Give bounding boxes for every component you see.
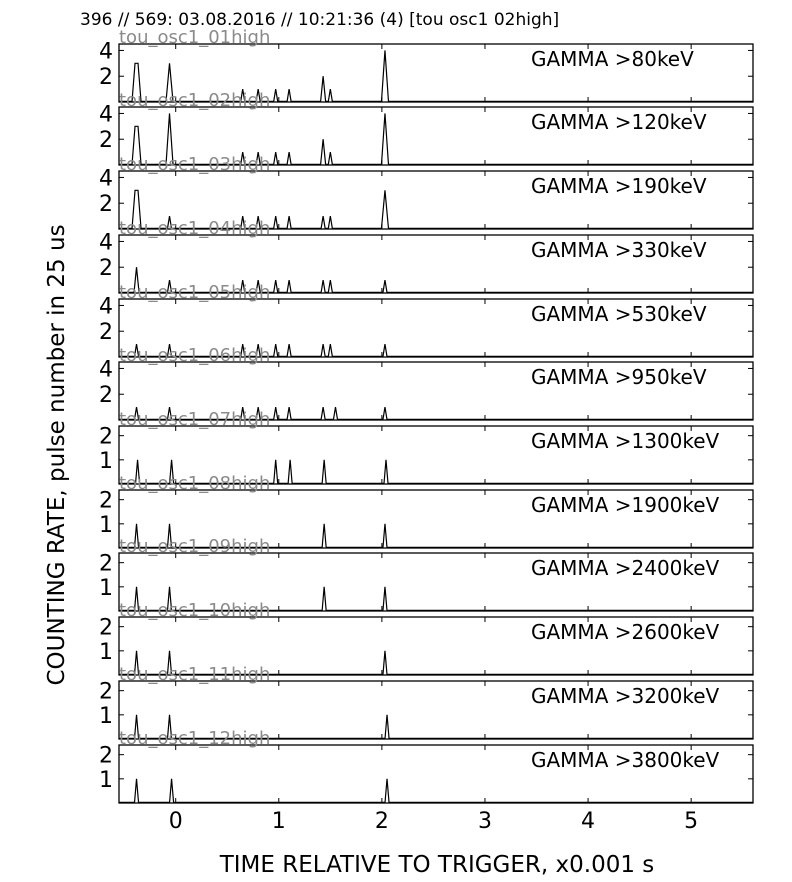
- series-trace: [119, 267, 753, 293]
- y-tick-label: 2: [99, 65, 113, 90]
- x-tick-label: 4: [581, 809, 595, 834]
- y-tick-label: 1: [99, 768, 113, 793]
- panel-2: 24 GAMMA >120keV tou_osc1_02high: [99, 90, 754, 166]
- x-tick-label: 2: [375, 809, 389, 834]
- series-trace: [119, 650, 753, 675]
- y-tick-label: 4: [99, 166, 113, 191]
- panel-8: 12 GAMMA >1900keV tou_osc1_08high: [99, 473, 754, 549]
- y-tick-label: 2: [99, 425, 113, 450]
- y-tick-label: 4: [99, 294, 113, 319]
- y-tick-label: 2: [99, 489, 113, 514]
- chart-title: 396 // 569: 03.08.2016 // 10:21:36 (4) […: [80, 10, 559, 30]
- x-tick-label: 0: [169, 809, 183, 834]
- y-axis-label: COUNTING RATE, pulse number in 25 us: [44, 224, 70, 685]
- panel-5: 24 GAMMA >530keV tou_osc1_05high: [99, 282, 754, 358]
- series-trace: [119, 189, 753, 229]
- y-tick-label: 2: [99, 616, 113, 641]
- series-trace: [119, 523, 753, 548]
- panel-trace-name: tou_osc1_10high: [119, 600, 270, 621]
- y-tick-label: 1: [99, 513, 113, 538]
- y-tick-label: 4: [99, 230, 113, 255]
- x-tick-label: 3: [478, 809, 492, 834]
- y-tick-label: 2: [99, 744, 113, 769]
- panel-energy-label: GAMMA >1900keV: [531, 493, 720, 517]
- x-axis-label: TIME RELATIVE TO TRIGGER, x0.001 s: [219, 852, 655, 878]
- panel-9: 12 GAMMA >2400keV tou_osc1_09high: [99, 536, 754, 612]
- series-trace: [119, 778, 753, 803]
- y-tick-label: 4: [99, 102, 113, 127]
- panel-trace-name: tou_osc1_05high: [119, 282, 270, 303]
- y-tick-label: 4: [99, 357, 113, 382]
- y-tick-label: 1: [99, 449, 113, 474]
- panel-energy-label: GAMMA >120keV: [531, 110, 707, 134]
- panel-trace-name: tou_osc1_06high: [119, 345, 270, 366]
- panel-trace-name: tou_osc1_03high: [119, 154, 270, 175]
- panel-7: 12 GAMMA >1300keV tou_osc1_07high: [99, 409, 754, 485]
- panel-trace-name: tou_osc1_11high: [119, 664, 270, 685]
- panel-6: 24 GAMMA >950keV tou_osc1_06high: [99, 345, 754, 421]
- y-tick-label: 2: [99, 680, 113, 705]
- panel-energy-label: GAMMA >950keV: [531, 365, 707, 389]
- y-tick-label: 2: [99, 192, 113, 217]
- y-tick-label: 1: [99, 704, 113, 729]
- panel-trace-name: tou_osc1_01high: [119, 27, 270, 48]
- panel-4: 24 GAMMA >330keV tou_osc1_04high: [99, 218, 754, 294]
- panel-trace-name: tou_osc1_08high: [119, 473, 270, 494]
- y-tick-label: 2: [99, 320, 113, 345]
- y-tick-label: 2: [99, 256, 113, 281]
- y-tick-label: 2: [99, 128, 113, 153]
- series-trace: [119, 586, 753, 611]
- panel-energy-label: GAMMA >330keV: [531, 238, 707, 262]
- panel-trace-name: tou_osc1_12high: [119, 728, 270, 749]
- panel-12: 12 GAMMA >3800keV tou_osc1_12high: [99, 728, 754, 804]
- y-tick-label: 4: [99, 39, 113, 64]
- panel-energy-label: GAMMA >3200keV: [531, 684, 720, 708]
- panel-energy-label: GAMMA >3800keV: [531, 748, 720, 772]
- series-trace: [119, 407, 753, 420]
- series-trace: [119, 50, 753, 102]
- y-tick-label: 2: [99, 552, 113, 577]
- x-tick-label: 5: [684, 809, 698, 834]
- panel-energy-label: GAMMA >1300keV: [531, 429, 720, 453]
- x-tick-label: 1: [272, 809, 286, 834]
- y-tick-label: 1: [99, 576, 113, 601]
- panel-trace-name: tou_osc1_09high: [119, 536, 270, 557]
- panel-energy-label: GAMMA >2600keV: [531, 620, 720, 644]
- series-trace: [119, 113, 753, 165]
- y-tick-label: 1: [99, 640, 113, 665]
- panel-trace-name: tou_osc1_02high: [119, 90, 270, 111]
- series-trace: [119, 459, 753, 484]
- panel-energy-label: GAMMA >530keV: [531, 302, 707, 326]
- panel-trace-name: tou_osc1_04high: [119, 218, 270, 239]
- y-tick-label: 2: [99, 383, 113, 408]
- series-trace: [119, 714, 753, 739]
- panel-energy-label: GAMMA >80keV: [531, 47, 694, 71]
- panel-3: 24 GAMMA >190keV tou_osc1_03high: [99, 154, 754, 230]
- panel-10: 12 GAMMA >2600keV tou_osc1_10high: [99, 600, 754, 676]
- panel-trace-name: tou_osc1_07high: [119, 409, 270, 430]
- series-trace: [119, 344, 753, 357]
- panel-energy-label: GAMMA >2400keV: [531, 556, 720, 580]
- panel-11: 12 GAMMA >3200keV tou_osc1_11high: [99, 664, 754, 740]
- panel-energy-label: GAMMA >190keV: [531, 174, 707, 198]
- panel-1: 24 GAMMA >80keV tou_osc1_01high: [99, 27, 754, 103]
